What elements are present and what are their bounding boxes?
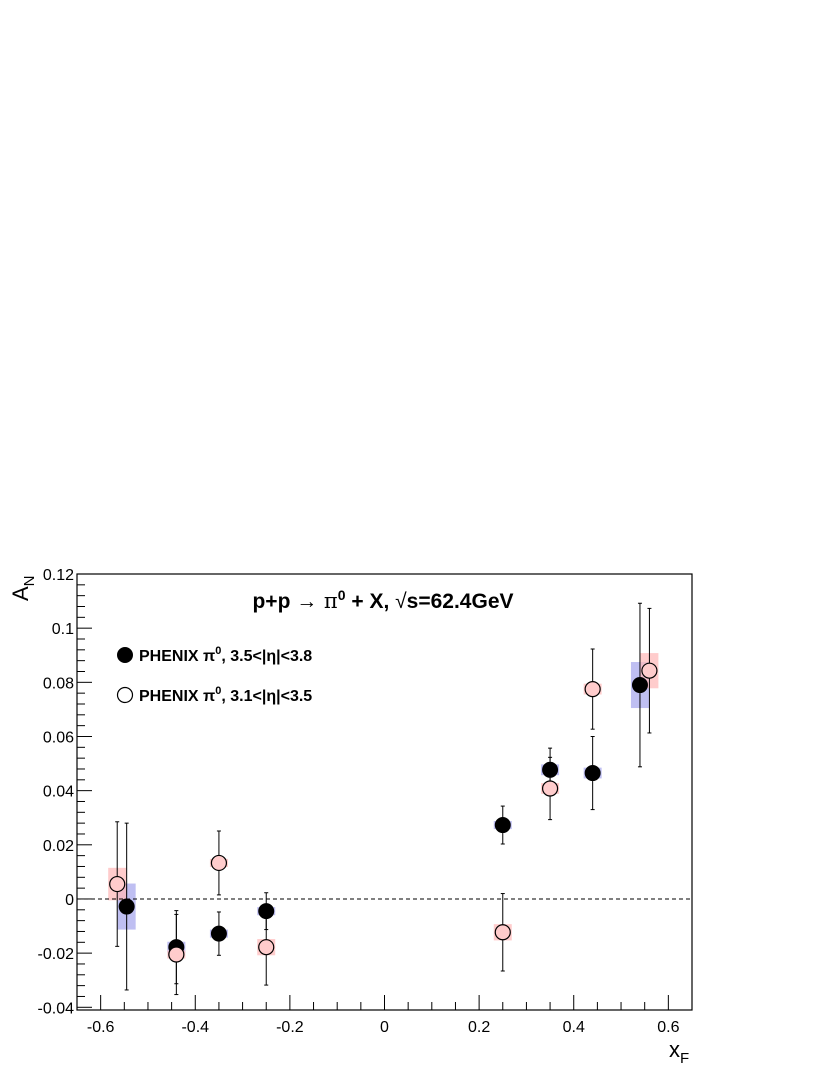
x-tick-label: -0.4	[181, 1019, 209, 1036]
data-point-filled	[210, 925, 227, 942]
data-point-open	[109, 875, 126, 893]
data-point-open	[258, 939, 275, 956]
data-point-filled	[631, 677, 648, 694]
x-axis-title: xF	[669, 1037, 689, 1067]
legend-1-suffix: , 3.5<|η|<3.8	[221, 648, 312, 665]
data-point-filled	[542, 761, 559, 778]
legend-1-sup: 0	[215, 645, 221, 657]
data-point-open	[641, 662, 658, 679]
y-tick-label: 0.12	[43, 567, 74, 584]
y-tick-label: -0.04	[38, 1000, 75, 1017]
title-pi: π	[317, 589, 338, 613]
x-tick-label: 0.4	[563, 1019, 585, 1036]
title-energy: s=62.4GeV	[407, 590, 514, 613]
data-point-filled	[584, 765, 601, 782]
title-arrow: →	[296, 590, 317, 613]
data-point-open	[210, 854, 228, 872]
y-tick-label: 0.1	[52, 621, 74, 638]
y-tick-label: 0.06	[43, 729, 74, 746]
title-prefix: p+p	[252, 590, 296, 613]
x-axis-title-main: x	[669, 1037, 680, 1062]
y-tick-label: 0.04	[43, 784, 74, 801]
data-point-filled	[494, 817, 511, 834]
data-point-open	[168, 946, 185, 963]
y-axis-title-main: A	[8, 586, 33, 601]
data-point-open	[541, 780, 559, 797]
x-tick-label: 0.6	[657, 1019, 679, 1036]
y-axis-title-sub: N	[21, 575, 38, 586]
title-mid: + X,	[346, 590, 396, 613]
legend-2-prefix: PHENIX π	[139, 688, 215, 705]
data-point-open	[584, 680, 601, 698]
data-point-open	[494, 924, 511, 941]
x-tick-label: 0	[380, 1019, 389, 1036]
legend-marker-open	[116, 686, 134, 704]
data-point-filled	[118, 898, 135, 915]
y-axis-title: AN	[8, 575, 38, 601]
y-tick-label: 0.02	[43, 838, 74, 855]
y-tick-label: 0	[65, 892, 74, 909]
y-tick-label: -0.02	[38, 946, 75, 963]
x-tick-label: -0.6	[87, 1019, 115, 1036]
title-sqrt: √	[395, 590, 407, 613]
x-tick-label: 0.2	[468, 1019, 490, 1036]
legend-entry-2: PHENIX π0, 3.1<|η|<3.5	[139, 685, 312, 705]
x-axis-title-sub: F	[680, 1050, 689, 1067]
data-markers	[109, 662, 658, 963]
legend-marker-filled	[117, 647, 133, 663]
axis-ticks: -0.04 -0.02 0 0.02 0.04 0.06 0.08 0.1 0.12 -0.6 -0…	[38, 567, 693, 1036]
data-point-filled	[258, 903, 275, 920]
x-tick-label: -0.2	[276, 1019, 304, 1036]
legend-1-prefix: PHENIX π	[139, 648, 215, 665]
title-pi-sup: 0	[338, 587, 346, 603]
legend-2-suffix: , 3.1<|η|<3.5	[221, 688, 312, 705]
legend-entry-1: PHENIX π0, 3.5<|η|<3.8	[139, 645, 312, 665]
legend-2-sup: 0	[215, 685, 221, 697]
y-tick-label: 0.08	[43, 675, 74, 692]
chart-title: p+p → π0 + X, √s=62.4GeV	[252, 587, 513, 613]
